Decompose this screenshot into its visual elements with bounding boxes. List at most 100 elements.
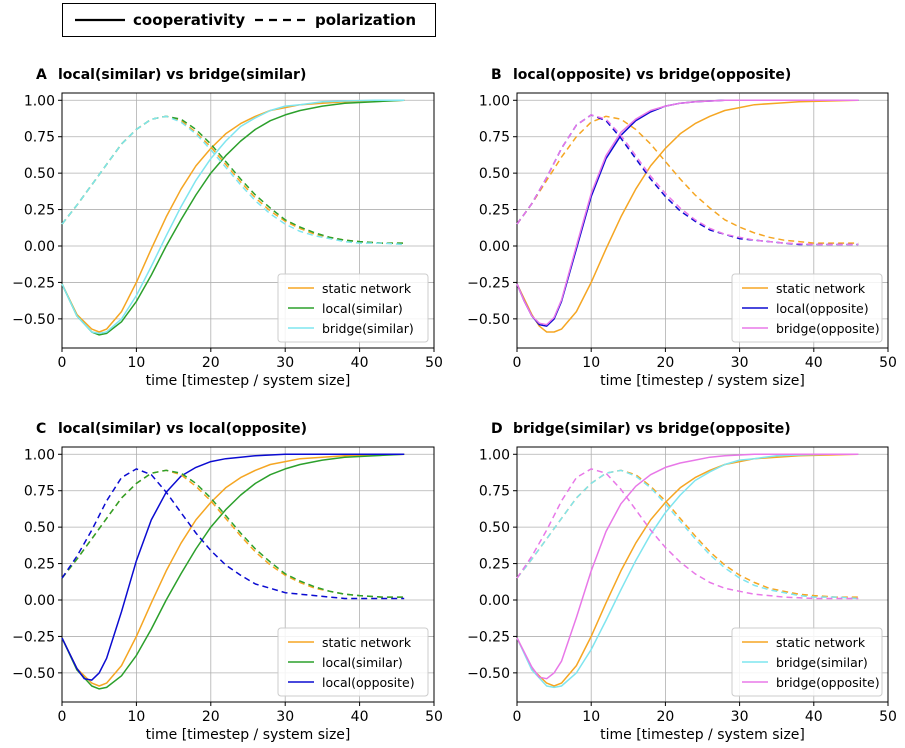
x-tick-label: 10 — [127, 355, 145, 371]
panel-legend-label: local(opposite) — [776, 301, 869, 316]
panel-letter: D — [491, 421, 503, 437]
y-tick-label: 0.50 — [24, 520, 55, 536]
x-tick-label: 30 — [731, 355, 749, 371]
panel-legend-label: static network — [322, 635, 412, 650]
panel-legend-label: local(similar) — [322, 655, 403, 670]
x-axis-label: time [timestep / system size] — [600, 373, 805, 389]
panel-legend-box — [277, 273, 429, 343]
x-tick-label: 0 — [58, 355, 67, 371]
panel-legend-label: bridge(opposite) — [776, 675, 880, 690]
y-tick-label: 0.75 — [479, 130, 510, 146]
y-tick-label: 0.25 — [479, 203, 510, 219]
panel-legend-box — [731, 273, 883, 343]
panel-title: local(opposite) vs bridge(opposite) — [513, 67, 791, 83]
series-line-local-opposite--dashed — [516, 114, 859, 246]
x-tick-label: 30 — [276, 709, 294, 725]
y-tick-label: 1.00 — [479, 93, 510, 109]
series-line-bridge-opposite--solid — [516, 453, 859, 680]
panel-legend-box — [731, 627, 883, 697]
series-line-local-similar--dashed — [61, 115, 405, 244]
y-tick-label: −0.50 — [12, 666, 55, 682]
x-tick-label: 10 — [582, 709, 600, 725]
x-axis-label: time [timestep / system size] — [146, 373, 351, 389]
series-line-static-network-solid — [516, 99, 859, 333]
y-tick-label: −0.25 — [12, 275, 55, 291]
axes-frame — [61, 92, 435, 349]
panel-letter: B — [491, 67, 502, 83]
x-tick-label: 40 — [805, 355, 823, 371]
y-tick-label: −0.50 — [467, 312, 510, 328]
panel-legend-label: local(similar) — [322, 301, 403, 316]
x-axis-label: time [timestep / system size] — [600, 727, 805, 743]
x-tick-label: 20 — [202, 709, 220, 725]
y-tick-label: 0.00 — [479, 593, 510, 609]
series-line-local-similar--dashed — [61, 469, 405, 598]
series-line-local-opposite--solid — [61, 453, 405, 681]
y-tick-label: 0.50 — [24, 166, 55, 182]
y-tick-label: 1.00 — [479, 447, 510, 463]
panel-title: local(similar) vs local(opposite) — [58, 421, 307, 437]
x-tick-label: 20 — [656, 355, 674, 371]
y-tick-label: 0.50 — [479, 520, 510, 536]
x-tick-label: 50 — [425, 709, 443, 725]
y-tick-label: −0.25 — [12, 629, 55, 645]
x-tick-label: 20 — [202, 355, 220, 371]
series-line-static-network-solid — [61, 453, 405, 687]
x-tick-label: 0 — [513, 355, 522, 371]
series-line-bridge-opposite--dashed — [516, 468, 859, 600]
x-tick-label: 40 — [351, 355, 369, 371]
y-tick-label: −0.50 — [12, 312, 55, 328]
axes-frame — [516, 92, 889, 349]
panel-legend-label: bridge(opposite) — [776, 321, 880, 336]
panel-legend-label: bridge(similar) — [776, 655, 868, 670]
figure-legend: cooperativity polarization — [62, 3, 436, 37]
panel-letter: A — [36, 67, 47, 83]
series-line-local-opposite--dashed — [61, 468, 405, 600]
x-tick-label: 50 — [879, 355, 897, 371]
y-tick-label: −0.50 — [467, 666, 510, 682]
series-line-local-similar--solid — [61, 453, 405, 690]
x-tick-label: 10 — [582, 355, 600, 371]
axes-frame — [516, 446, 889, 703]
x-tick-label: 30 — [276, 355, 294, 371]
y-tick-label: 0.25 — [24, 203, 55, 219]
legend-polarization-label: polarization — [315, 11, 416, 29]
x-tick-label: 30 — [731, 709, 749, 725]
series-line-local-similar--solid — [61, 99, 405, 336]
panel-letter: C — [36, 421, 46, 437]
panel-legend-label: static network — [776, 281, 866, 296]
y-tick-label: 0.00 — [479, 239, 510, 255]
series-line-static-network-dashed — [516, 115, 859, 244]
y-tick-label: −0.25 — [467, 275, 510, 291]
x-tick-label: 0 — [58, 709, 67, 725]
legend-cooperativity-label: cooperativity — [133, 11, 246, 29]
x-tick-label: 50 — [425, 355, 443, 371]
series-line-static-network-dashed — [61, 115, 405, 244]
series-line-bridge-similar--dashed — [516, 469, 859, 600]
panel-title: local(similar) vs bridge(similar) — [58, 67, 306, 83]
y-tick-label: 0.50 — [479, 166, 510, 182]
x-tick-label: 40 — [805, 709, 823, 725]
y-tick-label: 0.25 — [24, 557, 55, 573]
series-line-bridge-similar--solid — [61, 99, 405, 335]
y-tick-label: −0.25 — [467, 629, 510, 645]
y-tick-label: 0.25 — [479, 557, 510, 573]
x-tick-label: 50 — [879, 709, 897, 725]
panel-title: bridge(similar) vs bridge(opposite) — [513, 421, 791, 437]
y-tick-label: 0.75 — [479, 484, 510, 500]
series-line-bridge-similar--dashed — [61, 115, 405, 246]
series-line-bridge-opposite--solid — [516, 99, 859, 326]
figure-legend-lines — [75, 18, 306, 22]
y-tick-label: 0.75 — [24, 130, 55, 146]
y-tick-label: 0.00 — [24, 593, 55, 609]
panel-legend-label: static network — [776, 635, 866, 650]
y-tick-label: 0.00 — [24, 239, 55, 255]
x-tick-label: 10 — [127, 709, 145, 725]
series-line-bridge-similar--solid — [516, 453, 859, 689]
x-tick-label: 40 — [351, 709, 369, 725]
